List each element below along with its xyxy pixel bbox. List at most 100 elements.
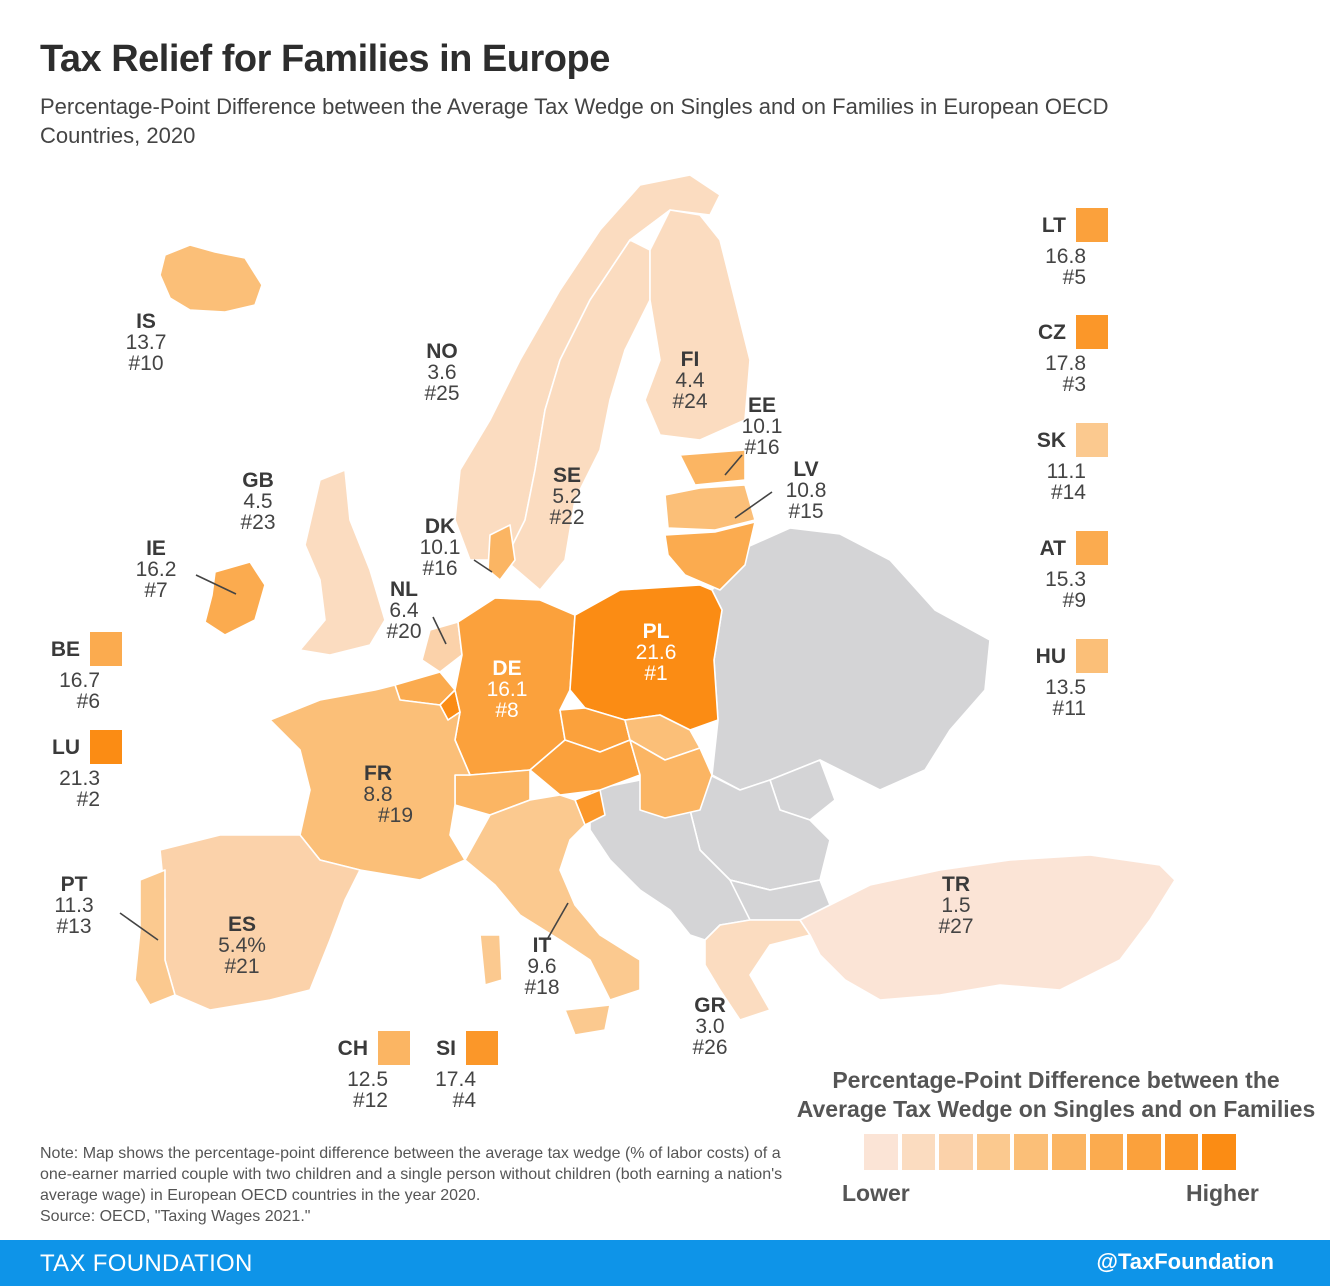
country-value: 16.7 (59, 669, 100, 692)
color-swatch (1076, 315, 1108, 349)
leader-line-EE (724, 454, 743, 476)
country-rank: #10 (128, 352, 164, 375)
country-label-SE: SE 5.2 #22 (537, 465, 597, 528)
country-label-IE: IE 16.2 #7 (126, 538, 186, 601)
callout-HU: HU 13.5 #11 (1018, 639, 1108, 719)
color-swatch (1076, 423, 1108, 457)
country-label-LV: LV 10.8 #15 (776, 459, 836, 522)
color-swatch (466, 1031, 498, 1065)
country-value: 5.4% (218, 934, 266, 957)
country-label-PT: PT 11.3 #13 (44, 874, 104, 937)
country-label-DE: DE 16.1 #8 (477, 658, 537, 721)
country-code: SK (1036, 428, 1066, 452)
leader-line-PT (119, 912, 159, 941)
region-GR (704, 919, 811, 1021)
europe-map (119, 174, 1176, 1036)
region-LT (664, 521, 756, 591)
region-IT-sardinia (479, 934, 503, 986)
callout-SI: SI 17.4 #4 (408, 1031, 498, 1111)
country-value: 11.1 (1046, 460, 1086, 483)
legend-step (1089, 1134, 1124, 1170)
region-LV (664, 484, 756, 531)
social-handle: @TaxFoundation (1096, 1249, 1274, 1274)
color-swatch (1076, 208, 1108, 242)
color-swatch (1076, 639, 1108, 673)
leader-line-IT (547, 902, 569, 939)
legend-step (1127, 1134, 1161, 1170)
country-code: DK (424, 515, 456, 538)
source-text: Source: OECD, "Taxing Wages 2021." (40, 1208, 311, 1225)
country-rank: #2 (76, 788, 100, 811)
country-rank: #15 (788, 500, 824, 523)
country-code: LU (52, 735, 80, 759)
country-label-NO: NO 3.6 #25 (412, 341, 472, 404)
region-EE (679, 449, 746, 486)
country-label-TR: TR 1.5 #27 (926, 874, 986, 937)
country-rank: #26 (692, 1036, 728, 1059)
legend-title: Percentage-Point Difference between the … (796, 1067, 1316, 1122)
country-value: 13.7 (125, 331, 167, 354)
country-code: IE (146, 537, 166, 560)
country-code: SE (552, 464, 581, 487)
country-value: 17.4 (435, 1068, 476, 1091)
legend-color-scale (864, 1134, 1236, 1170)
callout-CH: CH 12.5 #12 (320, 1031, 410, 1111)
country-rank: #21 (224, 955, 260, 978)
country-rank: #19 (378, 804, 414, 827)
country-value: 16.1 (486, 678, 528, 701)
region-IT (464, 794, 641, 1001)
country-label-NL: NL 6.4 #20 (374, 579, 434, 642)
country-rank: #25 (424, 382, 460, 405)
country-code: BE (50, 637, 80, 661)
region-HU (629, 739, 713, 819)
country-code: LT (1041, 213, 1066, 237)
callout-AT: AT 15.3 #9 (1018, 531, 1108, 611)
country-value: 8.8 (363, 783, 393, 806)
country-rank: #24 (672, 390, 708, 413)
country-code: FI (680, 348, 700, 371)
country-value: 3.0 (695, 1015, 725, 1038)
leader-line-LV (734, 491, 773, 519)
legend-step (939, 1134, 973, 1170)
country-rank: #20 (386, 620, 422, 643)
footer-bar: TAX FOUNDATION @TaxFoundation (0, 1240, 1330, 1286)
callout-LT: LT 16.8 #5 (1018, 208, 1108, 288)
country-code: IS (136, 310, 156, 333)
country-code: IT (532, 934, 552, 957)
country-value: 16.2 (135, 558, 177, 581)
country-code: CZ (1038, 320, 1066, 344)
country-rank: #9 (1062, 589, 1086, 612)
country-value: 16.8 (1045, 245, 1086, 268)
country-rank: #14 (1050, 481, 1086, 504)
country-value: 10.8 (785, 479, 827, 502)
region-IE (204, 561, 266, 636)
country-rank: #23 (240, 511, 276, 534)
country-code: ES (227, 913, 256, 936)
country-value: 12.5 (347, 1068, 388, 1091)
region-IS (159, 244, 263, 313)
country-label-IT: IT 9.6 #18 (512, 935, 572, 998)
brand-name: TAX FOUNDATION (40, 1250, 253, 1277)
region-eastern-europe (711, 527, 991, 791)
callout-BE: BE 16.7 #6 (32, 632, 122, 712)
country-label-PL: PL 21.6 #1 (626, 621, 686, 684)
country-rank: #12 (352, 1089, 388, 1112)
country-value: 10.1 (741, 415, 783, 438)
country-rank: #18 (524, 976, 560, 999)
country-rank: #16 (422, 557, 458, 580)
country-label-FR: FR 8.8 #19 (348, 763, 414, 827)
leader-line-IE (195, 574, 237, 595)
note-text: Note: Map shows the percentage-point dif… (40, 1145, 783, 1204)
country-rank: #16 (744, 436, 780, 459)
country-label-ES: ES 5.4% #21 (212, 914, 272, 977)
country-value: 21.6 (635, 641, 677, 664)
region-DK (487, 524, 516, 581)
country-code: TR (942, 873, 970, 896)
country-rank: #11 (1052, 697, 1086, 720)
region-IT-sicily (564, 1004, 611, 1036)
legend-step (901, 1134, 936, 1170)
region-GB (299, 469, 386, 656)
region-TR (799, 854, 1176, 1001)
country-value: 10.1 (419, 536, 461, 559)
country-rank: #13 (56, 915, 92, 938)
